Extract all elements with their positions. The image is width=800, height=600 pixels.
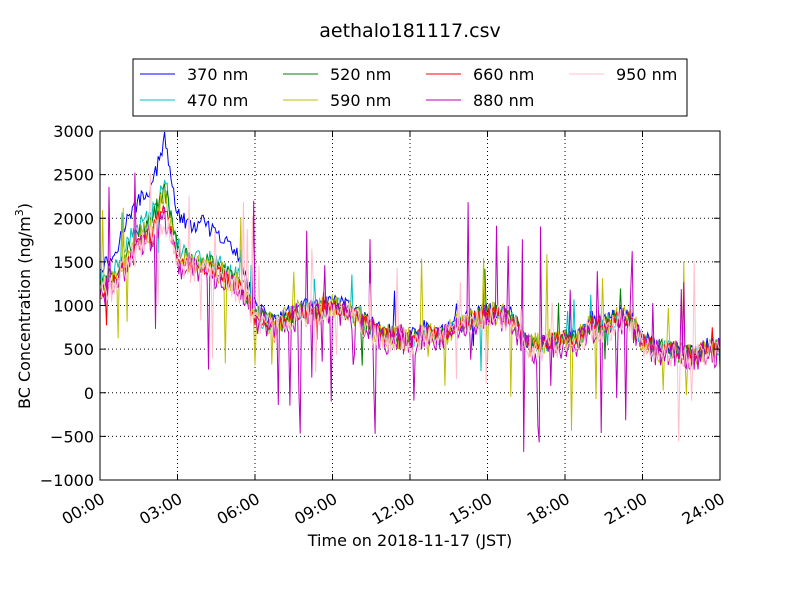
y-axis-label-superscript: 3: [13, 209, 26, 216]
y-tick-label: 2000: [53, 209, 94, 228]
y-axis-label-close: ): [15, 203, 34, 209]
x-axis-label: Time on 2018-11-17 (JST): [307, 531, 512, 550]
legend-label: 470 nm: [187, 91, 248, 110]
grid: [100, 131, 720, 480]
y-tick-label: 0: [84, 384, 94, 403]
x-tick-label: 12:00: [369, 489, 418, 529]
y-tick-label: −500: [50, 427, 94, 446]
y-tick-label: 500: [63, 340, 94, 359]
legend: 370 nm 470 nm 520 nm 590 nm 660 nm 880 nm 950 …: [132, 58, 688, 117]
y-tick-label: 1500: [53, 253, 94, 272]
chart-title: aethalo181117.csv: [319, 20, 501, 42]
x-tick-label: 21:00: [601, 489, 650, 529]
legend-frame: [132, 58, 688, 117]
y-tick-label: 2500: [53, 166, 94, 185]
y-tick-label: 1000: [53, 297, 94, 316]
x-tick-label: 06:00: [214, 489, 263, 529]
legend-label: 590 nm: [330, 91, 391, 110]
legend-label: 950 nm: [616, 65, 677, 84]
legend-label: 660 nm: [473, 65, 534, 84]
legend-label: 880 nm: [473, 91, 534, 110]
x-tick-label: 18:00: [524, 489, 573, 529]
legend-label: 370 nm: [187, 65, 248, 84]
series-lines: [100, 131, 720, 452]
series-line-950-nm: [100, 173, 720, 442]
legend-label: 520 nm: [330, 65, 391, 84]
x-tick-label: 09:00: [291, 489, 340, 529]
y-axis-label-main: BC Concentration (ng/m: [15, 216, 34, 409]
x-tick-label: 00:00: [59, 489, 108, 529]
y-tick-label: −1000: [40, 471, 94, 490]
x-tick-label: 15:00: [446, 489, 495, 529]
x-tick-label: 24:00: [679, 489, 728, 529]
x-tick-label: 03:00: [136, 489, 185, 529]
y-tick-label: 3000: [53, 122, 94, 141]
y-axis-label: BC Concentration (ng/m3): [13, 203, 34, 409]
